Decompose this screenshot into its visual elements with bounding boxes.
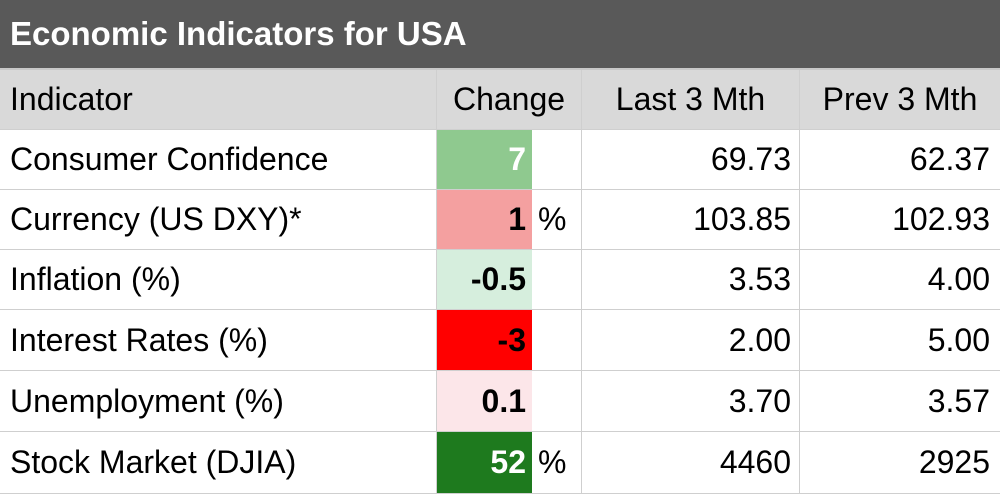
table-row: Consumer Confidence 7 69.73 62.37: [0, 130, 1000, 190]
header-indicator: Indicator: [0, 70, 437, 129]
indicator-name: Stock Market (DJIA): [0, 432, 437, 493]
indicator-name: Unemployment (%): [0, 371, 437, 431]
prev-3-mth-value: 3.57: [927, 382, 990, 419]
header-prev-3-mth: Prev 3 Mth: [822, 81, 978, 117]
change-value: 0.1: [437, 371, 532, 431]
change-unit: %: [532, 190, 582, 249]
table-row: Interest Rates (%) -3 2.00 5.00: [0, 310, 1000, 371]
table-row: Currency (US DXY)* 1 % 103.85 102.93: [0, 190, 1000, 250]
header-last-3-mth: Last 3 Mth: [582, 70, 800, 129]
table-row: Unemployment (%) 0.1 3.70 3.57: [0, 371, 1000, 432]
prev-3-mth-value: 2925: [918, 444, 990, 480]
header-row: Indicator Change Last 3 Mth Prev 3 Mth: [0, 70, 1000, 130]
last-3-mth-value: 3.53: [582, 250, 800, 309]
last-3-mth-value: 69.73: [582, 130, 800, 189]
indicator-name: Inflation (%): [0, 250, 437, 309]
table-row: Inflation (%) -0.5 3.53 4.00: [0, 250, 1000, 310]
table-row: Stock Market (DJIA) 52 % 4460 2925: [0, 432, 1000, 494]
indicator-name: Consumer Confidence: [0, 130, 437, 189]
prev-3-mth-value: 102.93: [892, 201, 990, 237]
prev-3-mth-value: 4.00: [927, 261, 990, 297]
indicator-name: Currency (US DXY)*: [0, 190, 437, 249]
change-unit: [532, 371, 582, 431]
prev-3-mth-value: 5.00: [927, 321, 990, 358]
change-value: 52: [437, 432, 532, 493]
change-unit: [532, 310, 582, 370]
last-3-mth-value: 2.00: [582, 310, 800, 370]
change-value: -3: [437, 310, 532, 370]
last-3-mth-value: 3.70: [582, 371, 800, 431]
last-3-mth-value: 103.85: [582, 190, 800, 249]
prev-3-mth-value: 62.37: [909, 141, 990, 177]
change-value: 1: [437, 190, 532, 249]
change-unit: [532, 130, 582, 189]
header-change: Change: [437, 70, 582, 129]
indicator-name: Interest Rates (%): [0, 310, 437, 370]
last-3-mth-value: 4460: [582, 432, 800, 493]
title-bar: Economic Indicators for USA: [0, 0, 1000, 70]
change-unit: %: [532, 432, 582, 493]
change-value: -0.5: [437, 250, 532, 309]
table-title: Economic Indicators for USA: [10, 15, 467, 52]
change-unit: [532, 250, 582, 309]
change-value: 7: [437, 130, 532, 189]
